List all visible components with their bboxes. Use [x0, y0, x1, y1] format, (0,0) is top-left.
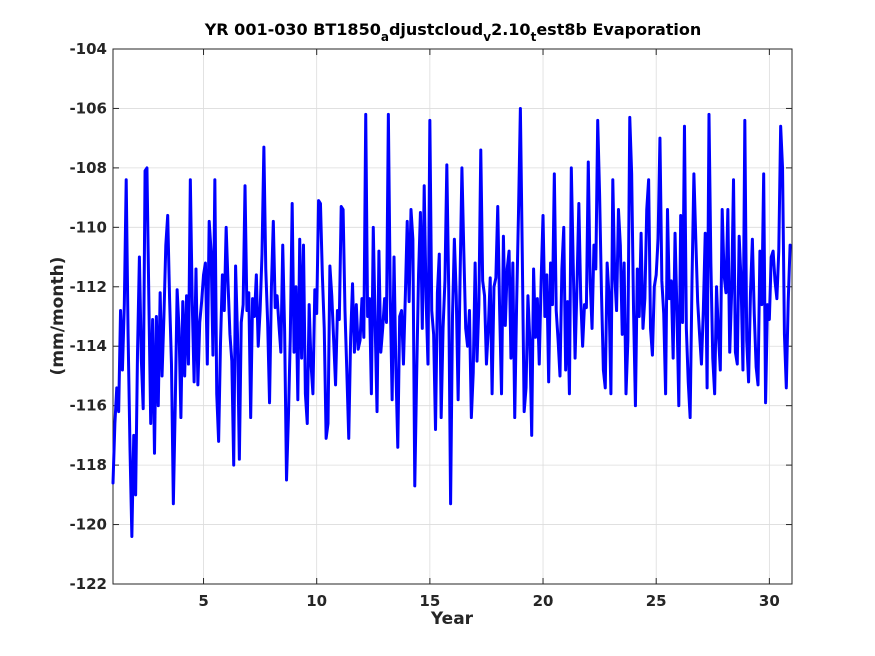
y-tick-label: -114 — [69, 337, 107, 355]
x-tick-label: 15 — [419, 592, 440, 610]
y-tick-label: -108 — [69, 159, 107, 177]
y-tick-label: -120 — [69, 516, 107, 534]
x-tick-label: 30 — [759, 592, 780, 610]
evaporation-series-line — [111, 106, 792, 538]
chart-title: YR 001-030 BT1850adjustcloudv2.10test8b … — [204, 20, 702, 44]
x-tick-label: 10 — [306, 592, 327, 610]
x-tick-label: 20 — [533, 592, 554, 610]
x-axis-label: Year — [430, 609, 474, 629]
y-tick-label: -116 — [69, 397, 107, 415]
y-tick-label: -112 — [69, 278, 107, 296]
x-tick-label: 5 — [198, 592, 208, 610]
series-layer — [111, 106, 792, 538]
y-axis-label: (mm/month) — [48, 257, 68, 376]
y-tick-label: -104 — [69, 40, 107, 58]
y-tick-label: -122 — [69, 575, 107, 593]
axis-ticks: 5 10 15 20 25 30 -122 -120 -118 -116 -114 -112 -110 -… — [69, 40, 792, 610]
y-tick-label: -110 — [69, 218, 107, 236]
y-tick-label: -106 — [69, 99, 107, 117]
x-tick-label: 25 — [646, 592, 667, 610]
y-tick-label: -118 — [69, 456, 107, 474]
plot-area-frame — [112, 48, 793, 585]
